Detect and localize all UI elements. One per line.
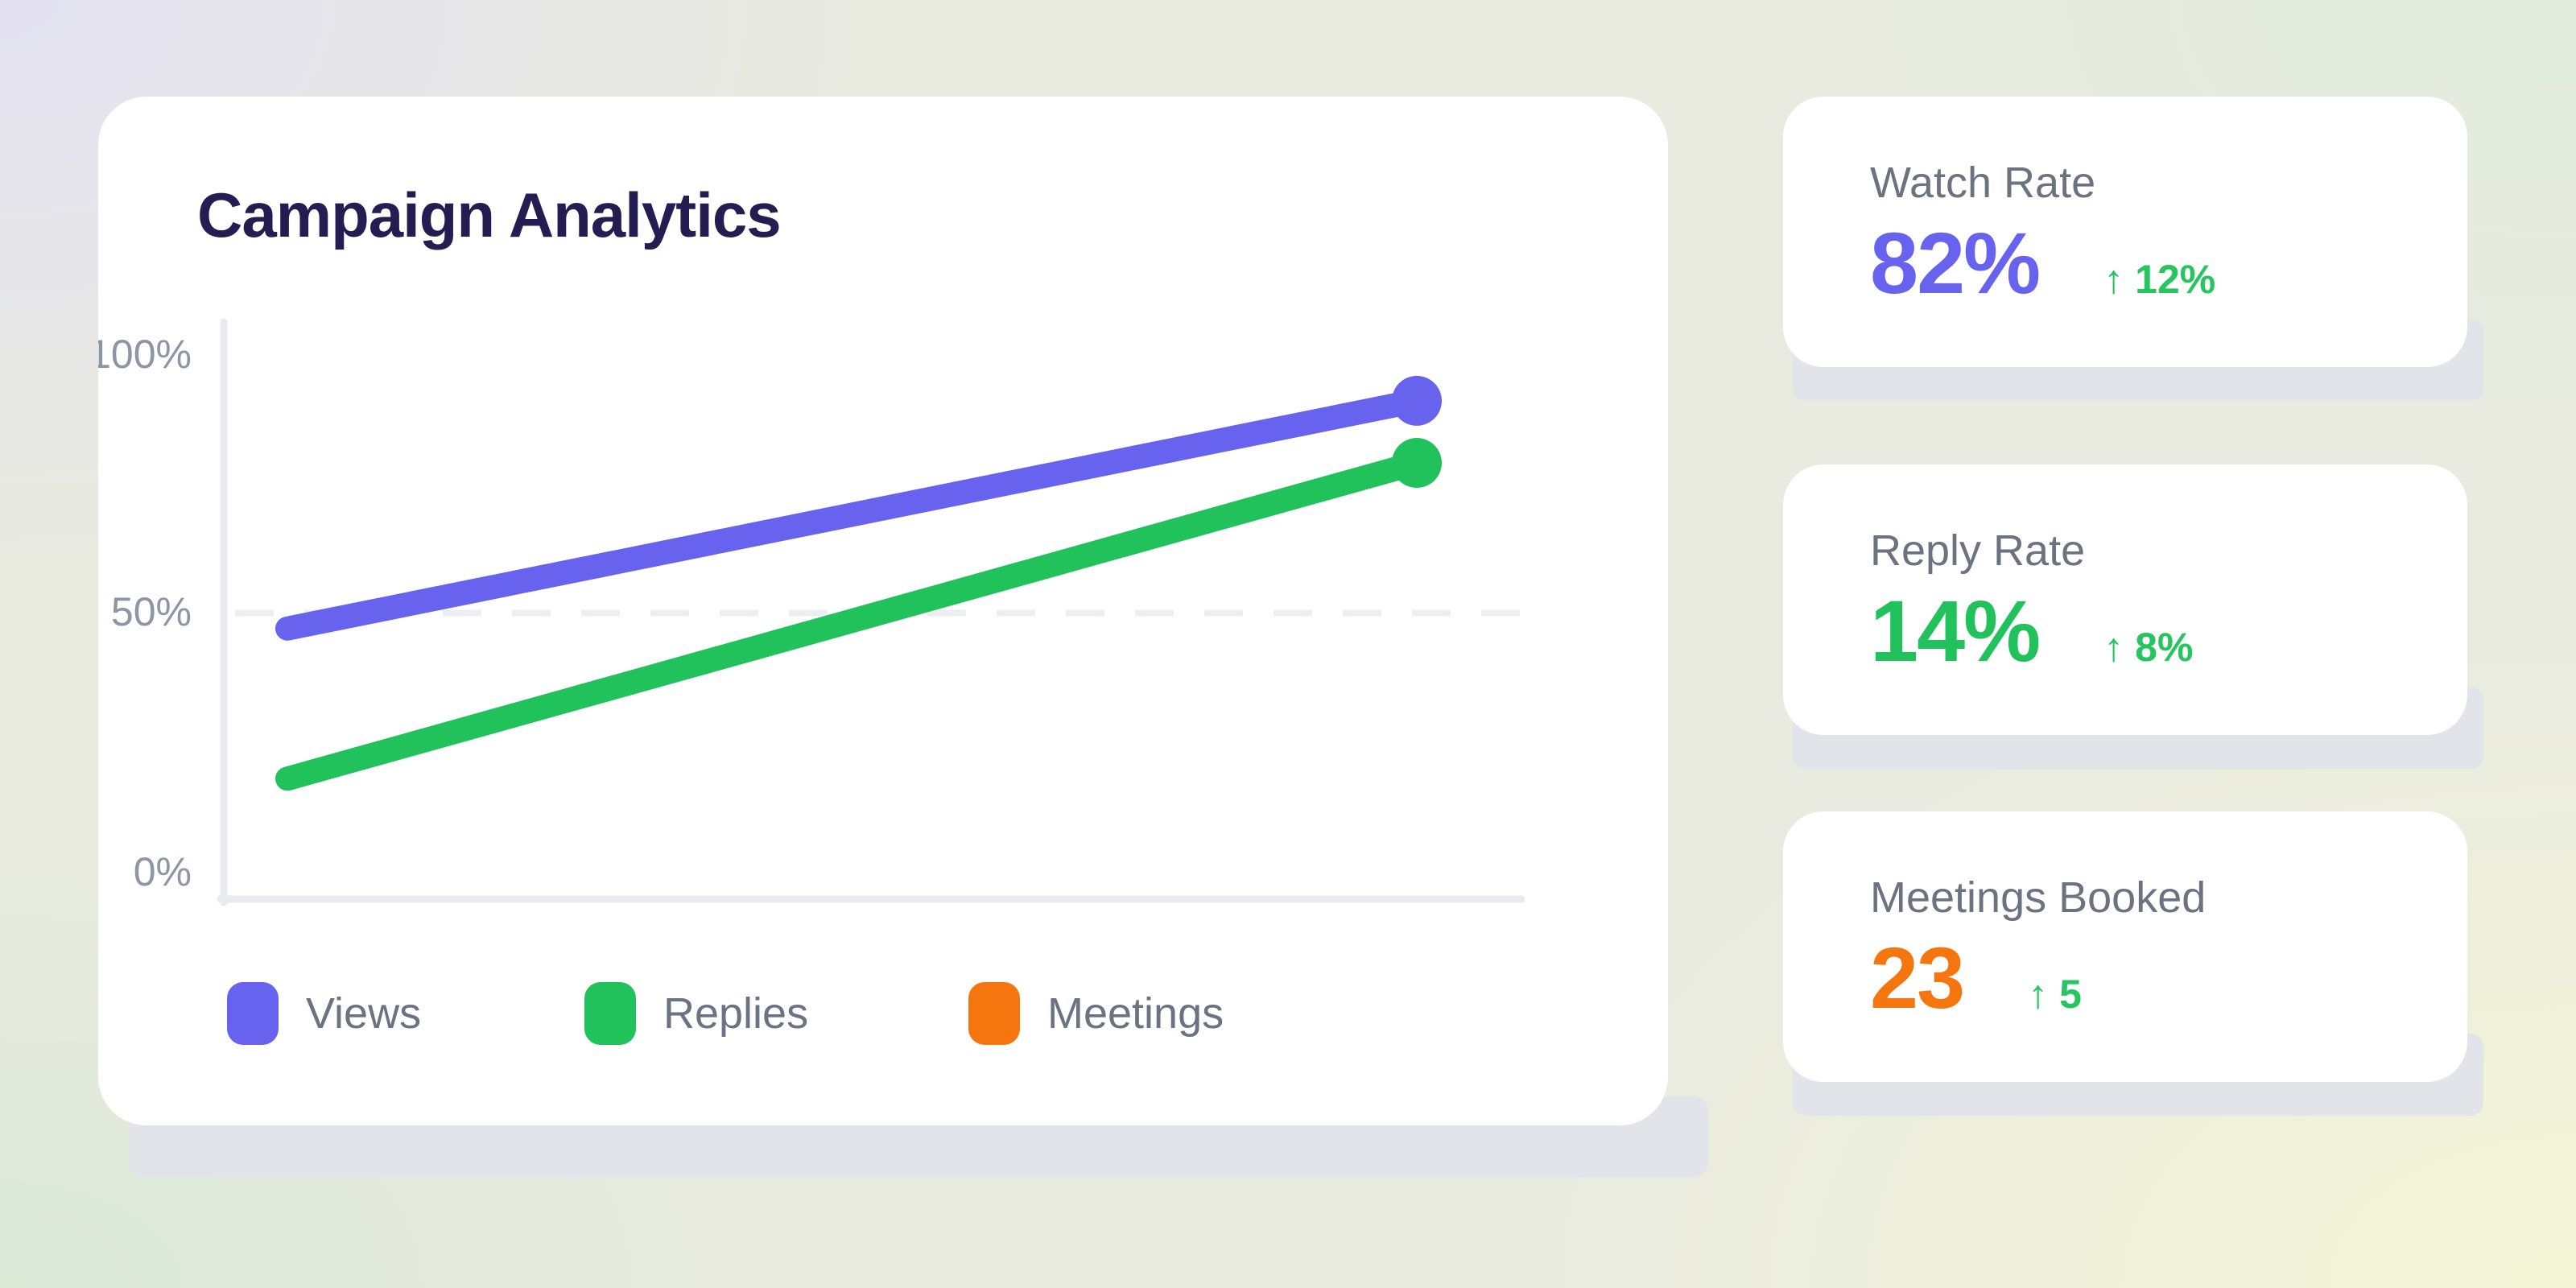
meetings-booked-card: Meetings Booked 23 ↑ 5 — [1783, 811, 2467, 1082]
stat-delta-value: 8% — [2135, 625, 2194, 670]
reply-rate-card: Reply Rate 14% ↑ 8% — [1783, 464, 2467, 735]
stat-row: 14% ↑ 8% — [1870, 582, 2435, 679]
watch-rate-card: Watch Rate 82% ↑ 12% — [1783, 97, 2467, 367]
legend-item-views[interactable]: Views — [227, 982, 421, 1045]
legend-label-meetings: Meetings — [1047, 989, 1224, 1038]
views-swatch-icon — [227, 982, 279, 1045]
replies-end-dot — [1392, 438, 1442, 489]
legend-item-replies[interactable]: Replies — [584, 982, 808, 1045]
arrow-up-icon: ↑ — [2028, 972, 2049, 1017]
stat-row: 82% ↑ 12% — [1870, 214, 2435, 312]
stat-value: 82% — [1870, 214, 2041, 312]
page-title: Campaign Analytics — [197, 180, 782, 250]
legend-item-meetings[interactable]: Meetings — [968, 982, 1224, 1045]
stat-delta: ↑ 12% — [2103, 256, 2215, 303]
stat-value: 23 — [1870, 929, 1965, 1026]
views-end-dot — [1392, 375, 1442, 426]
stat-label: Meetings Booked — [1870, 873, 2207, 922]
campaign-analytics-card: Campaign Analytics 100% 50% 0% Views Rep… — [98, 97, 1668, 1125]
stat-value: 14% — [1870, 582, 2041, 679]
y-tick-0: 0% — [134, 849, 192, 894]
arrow-up-icon: ↑ — [2103, 257, 2124, 302]
meetings-swatch-icon — [968, 982, 1020, 1045]
legend-label-replies: Replies — [663, 989, 809, 1038]
stat-row: 23 ↑ 5 — [1870, 929, 2435, 1026]
stat-label: Watch Rate — [1870, 159, 2096, 207]
stat-delta: ↑ 8% — [2103, 624, 2193, 671]
legend-label-views: Views — [306, 989, 422, 1038]
replies-swatch-icon — [584, 982, 636, 1045]
stat-delta-value: 5 — [2059, 972, 2082, 1017]
stat-delta-value: 12% — [2135, 257, 2216, 302]
line-chart: 100% 50% 0% — [98, 318, 1525, 906]
stat-label: Reply Rate — [1870, 526, 2086, 575]
chart-series-group — [235, 375, 1521, 791]
y-tick-100: 100% — [98, 332, 192, 377]
y-tick-50: 50% — [111, 589, 192, 634]
views-line — [275, 388, 1429, 641]
stat-delta: ↑ 5 — [2028, 971, 2082, 1018]
arrow-up-icon: ↑ — [2103, 625, 2124, 670]
replies-line — [275, 451, 1429, 791]
